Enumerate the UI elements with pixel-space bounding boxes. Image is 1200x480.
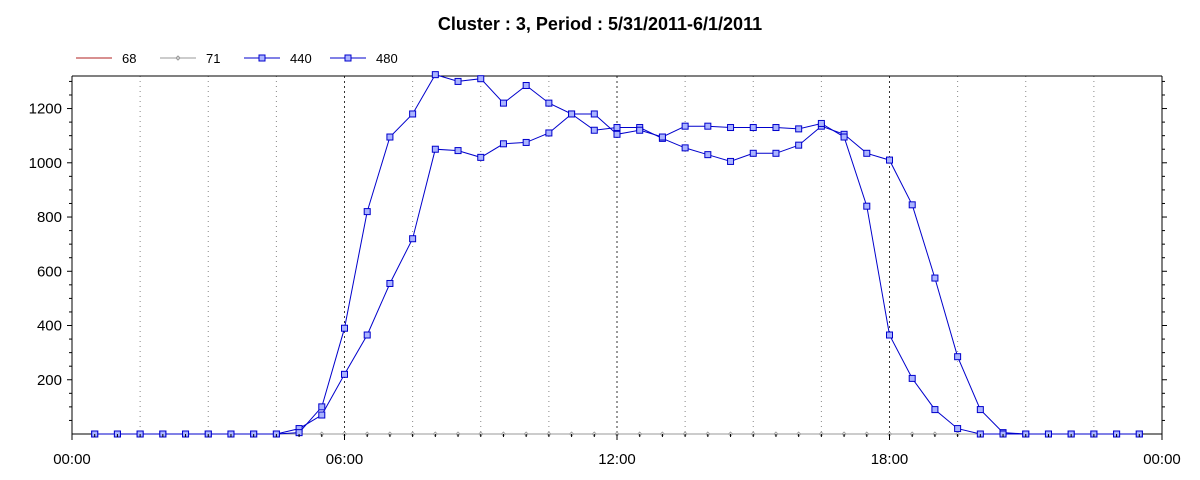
data-point — [499, 99, 507, 107]
data-point — [477, 75, 485, 83]
data-point — [363, 208, 371, 216]
x-tick-label: 06:00 — [326, 451, 364, 468]
legend-marker — [344, 54, 352, 62]
x-tick-label: 18:00 — [871, 451, 909, 468]
legend-item-480: 480 — [330, 51, 398, 66]
data-point — [477, 153, 485, 161]
data-point — [341, 370, 348, 378]
data-point — [954, 425, 962, 433]
data-point — [522, 138, 530, 146]
data-point — [749, 124, 757, 132]
legend-item-68: 68 — [76, 51, 136, 66]
data-point — [454, 77, 462, 85]
data-point — [795, 125, 803, 133]
data-point — [704, 151, 712, 159]
legend-label: 480 — [376, 51, 398, 66]
data-point — [727, 157, 735, 165]
data-point — [613, 124, 621, 132]
data-point — [840, 133, 848, 141]
data-point — [499, 140, 507, 148]
data-point — [681, 122, 689, 130]
y-axis-ticks: 200 400 600 800 1000 1200 — [29, 80, 1167, 421]
legend: 68 71 440 480 — [76, 51, 398, 66]
data-point — [318, 403, 326, 411]
data-point — [772, 124, 780, 132]
x-tick-label: 12:00 — [598, 451, 636, 468]
data-point — [772, 149, 780, 157]
data-point — [568, 110, 576, 118]
data-point — [908, 201, 916, 209]
x-tick-label: 00:00 — [53, 451, 91, 468]
data-point — [727, 124, 735, 132]
data-point — [954, 353, 962, 361]
data-point — [431, 71, 439, 79]
legend-marker — [175, 55, 181, 61]
data-point — [545, 129, 553, 137]
data-point — [976, 406, 984, 414]
x-tick-label: 00:00 — [1143, 451, 1181, 468]
data-point — [431, 145, 439, 153]
y-tick-label: 1000 — [29, 155, 62, 172]
data-point — [590, 126, 598, 134]
data-point — [590, 110, 598, 118]
data-point — [886, 156, 893, 164]
data-point — [795, 141, 803, 149]
data-point — [386, 279, 394, 287]
y-tick-label: 600 — [37, 263, 62, 280]
data-point — [409, 110, 417, 118]
data-point — [545, 99, 553, 107]
legend-item-440: 440 — [244, 51, 312, 66]
data-point — [409, 235, 417, 243]
x-axis-ticks: 00:00 06:00 12:00 18:00 00:00 — [53, 434, 1181, 468]
data-point — [863, 149, 871, 157]
data-point — [931, 406, 939, 414]
data-point — [931, 274, 939, 282]
y-tick-label: 400 — [37, 318, 62, 335]
data-point — [886, 331, 893, 339]
series-440 — [91, 110, 1143, 438]
data-point — [863, 202, 871, 210]
data-point — [817, 119, 825, 127]
data-point — [704, 122, 712, 130]
data-point — [749, 149, 757, 157]
legend-label: 71 — [206, 51, 220, 66]
y-tick-label: 1200 — [29, 101, 62, 118]
data-point — [386, 133, 394, 141]
data-point — [363, 331, 371, 339]
data-point — [658, 133, 666, 141]
y-tick-label: 800 — [37, 209, 62, 226]
data-point — [318, 411, 326, 419]
y-tick-label: 200 — [37, 372, 62, 389]
legend-label: 440 — [290, 51, 312, 66]
data-point — [681, 144, 689, 152]
data-point — [908, 374, 916, 382]
chart-title: Cluster : 3, Period : 5/31/2011-6/1/2011 — [438, 14, 762, 34]
legend-item-71: 71 — [160, 51, 220, 66]
data-point — [636, 126, 644, 134]
data-point — [454, 147, 462, 155]
legend-marker — [258, 54, 266, 62]
data-point — [522, 81, 530, 89]
data-point — [613, 130, 621, 138]
legend-label: 68 — [122, 51, 136, 66]
data-point — [341, 324, 348, 332]
